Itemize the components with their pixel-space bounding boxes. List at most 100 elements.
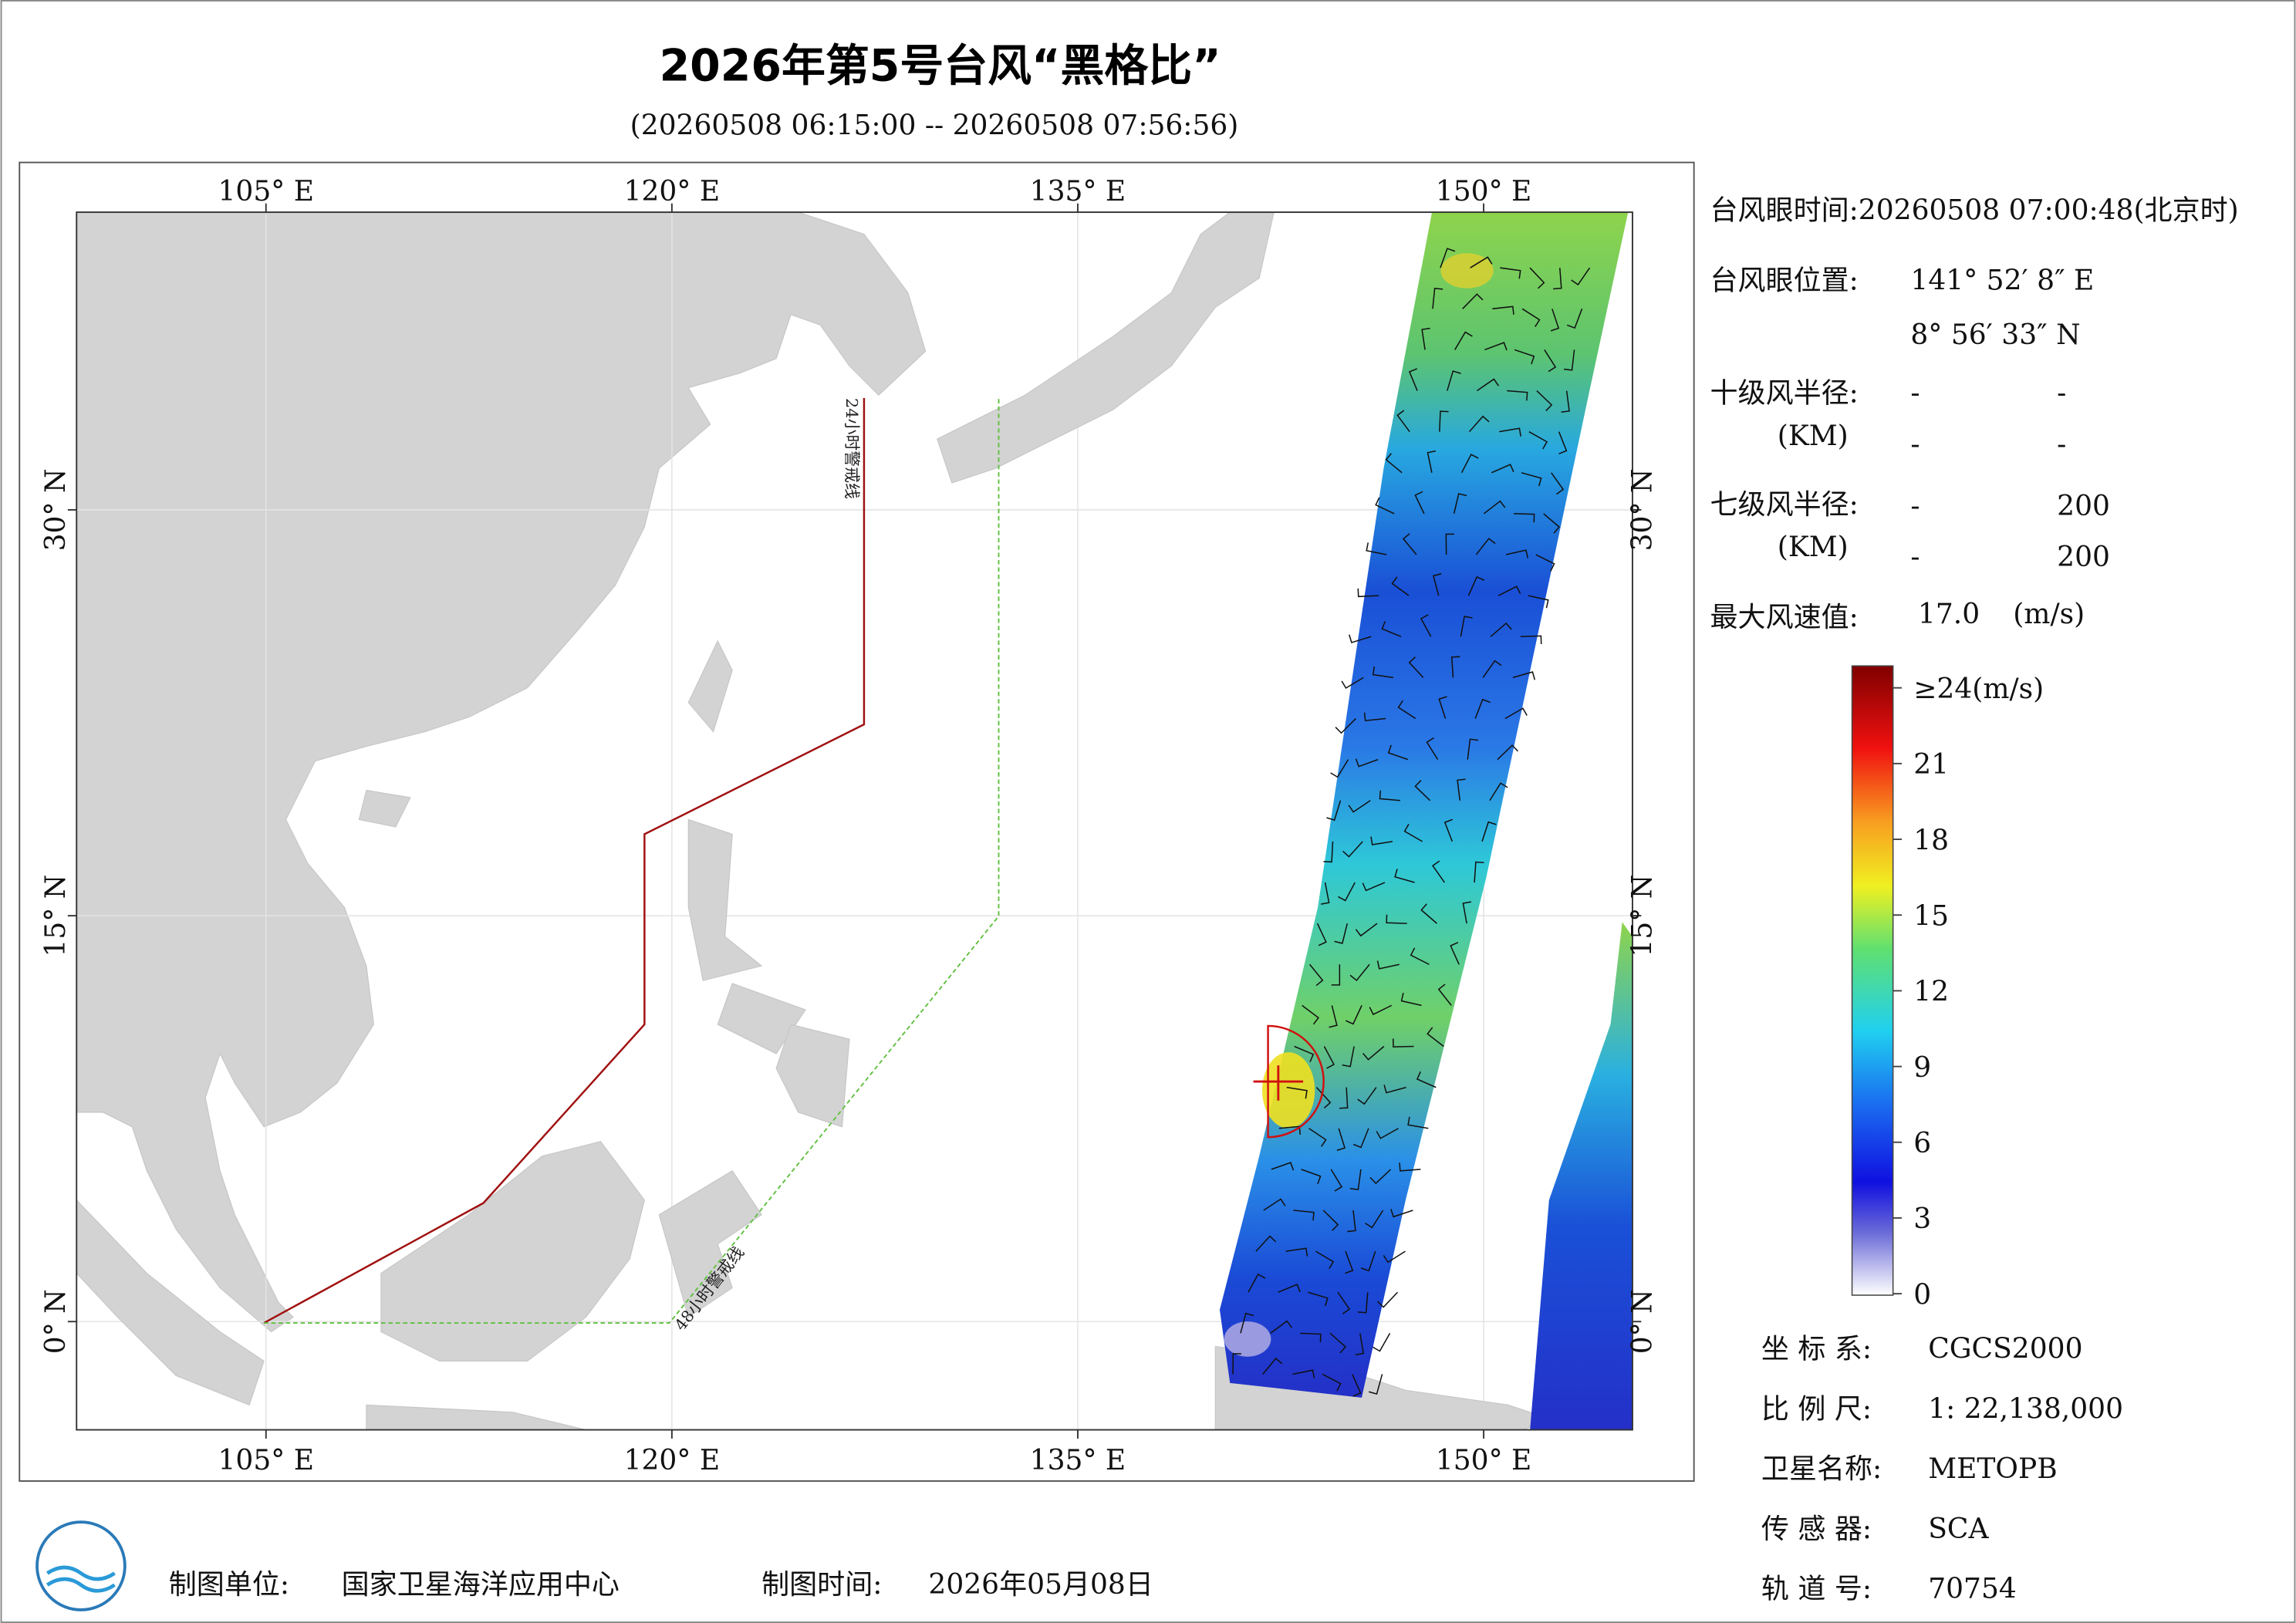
wind-swath	[1530, 922, 1633, 1430]
wind-barb	[1383, 1250, 1406, 1264]
map-frame	[19, 161, 1695, 1482]
wind-barb	[1420, 614, 1432, 637]
wind-barb	[1397, 700, 1416, 720]
wind-barb	[1566, 309, 1583, 329]
wind-barb	[1342, 1046, 1355, 1068]
wind-barb	[1315, 1087, 1332, 1109]
info-label: 最大风速值:	[1710, 602, 1859, 633]
colorbar-label: ≥24(m/s)	[1913, 673, 2044, 705]
wind-barb	[1483, 500, 1506, 515]
colorbar-label: 6	[1913, 1128, 1931, 1159]
borneo	[380, 1141, 645, 1361]
wind-barb	[1352, 1128, 1369, 1149]
wind-barb	[1372, 666, 1394, 679]
warning-label: 24小时警戒线	[842, 398, 861, 499]
wind-barb	[1366, 542, 1387, 555]
x-tick-label: 135° E	[1030, 176, 1126, 208]
wind-barb	[1520, 635, 1542, 645]
logo-waves	[46, 1565, 116, 1593]
wind-swath	[1219, 212, 1629, 1398]
info-value: -	[2057, 429, 2066, 461]
wind-barb	[1355, 758, 1379, 768]
wind-barb	[1477, 378, 1500, 392]
x-tick-label: 120° E	[624, 1445, 721, 1476]
footer-value: 2026年05月08日	[928, 1569, 1153, 1601]
meta-value: SCA	[1928, 1513, 1989, 1545]
wind-barb	[1349, 963, 1370, 981]
wind-barb	[1385, 453, 1403, 474]
wind-barb	[1376, 1291, 1399, 1308]
wind-barb	[1543, 513, 1561, 534]
wind-barb	[1262, 1357, 1283, 1375]
wind-barb	[1482, 660, 1502, 678]
y-tick-label: 0° N	[40, 1289, 72, 1354]
wind-barb	[1400, 992, 1422, 1007]
wind-barb	[1460, 454, 1479, 474]
wind-barb	[1390, 1209, 1413, 1218]
meta-label: 坐 标 系:	[1761, 1334, 1872, 1365]
wind-barb	[1450, 941, 1460, 965]
wind-barb	[1392, 1038, 1414, 1048]
eye-time: 台风眼时间:20260508 07:00:48(北京时)	[1710, 195, 2239, 227]
meta-label: 轨 道 号:	[1761, 1574, 1872, 1605]
info-value: 200	[2057, 491, 2110, 522]
wind-barb	[1387, 744, 1409, 761]
wind-barb	[1301, 1169, 1322, 1185]
wind-barb	[1326, 800, 1342, 822]
wind-barb	[1490, 622, 1512, 637]
wind-barb	[1336, 1128, 1346, 1151]
info-value: -	[1910, 378, 1920, 410]
wind-barb	[1370, 836, 1393, 845]
info-unit: (KM)	[1778, 420, 1849, 452]
wind-barb	[1339, 1087, 1349, 1109]
wind-barb	[1553, 268, 1562, 290]
wind-barb	[1408, 656, 1424, 678]
colorbar-label: 18	[1913, 825, 1949, 856]
wind-barb	[1358, 1292, 1369, 1314]
wind-barb	[1335, 717, 1356, 734]
y-tick-label: 15° N	[40, 875, 72, 957]
wind-barb	[1544, 349, 1557, 373]
meta-value: CGCS2000	[1928, 1334, 2082, 1365]
eye-lat: 8° 56′ 33″ N	[1910, 319, 2080, 351]
wind-barb	[1551, 472, 1565, 495]
wind-barb	[1347, 1210, 1356, 1233]
wind-barb	[1329, 1332, 1347, 1354]
wind-barb	[1457, 778, 1466, 801]
footer: 制图单位: 国家卫星海洋应用中心 制图时间: 2026年05月08日	[35, 1520, 1153, 1611]
wind-barb	[1394, 869, 1415, 883]
wind-barb	[1323, 1046, 1335, 1069]
wind-barb	[1500, 267, 1521, 279]
footer-label: 制图单位:	[169, 1569, 289, 1601]
info-panel: 台风眼时间:20260508 07:00:48(北京时) 台风眼位置: 141°…	[1710, 195, 2239, 633]
wind-barb	[1369, 1004, 1393, 1016]
wind-barb	[1381, 621, 1402, 637]
wind-barb	[1529, 267, 1545, 289]
wind-barb	[1410, 947, 1430, 965]
map-border	[76, 211, 1633, 1431]
y-tick-label: 30° N	[40, 469, 72, 552]
logo	[35, 1520, 127, 1611]
wind-barb	[1467, 575, 1485, 596]
wind-barb	[1445, 533, 1454, 555]
wind-barb	[1330, 1169, 1343, 1192]
map: 24小时警戒线 48小时警戒线	[76, 212, 1633, 1430]
wind-barb	[1528, 431, 1548, 450]
wind-barb	[1330, 759, 1349, 778]
wind-barb	[1474, 698, 1491, 719]
wind-barb	[1255, 1235, 1277, 1252]
wind-barb	[1338, 882, 1356, 902]
wind-barb	[1499, 427, 1521, 437]
wind-barb	[1492, 305, 1514, 315]
wind-barb	[1447, 370, 1461, 391]
wind-barb	[1489, 782, 1508, 801]
wind-barb	[1504, 707, 1528, 720]
wind-barb	[1341, 677, 1364, 690]
wind-barb	[1362, 1045, 1385, 1061]
wind-barb	[1426, 737, 1439, 761]
wind-barb	[1278, 1284, 1301, 1293]
x-tick-label: 150° E	[1436, 176, 1532, 208]
meta-label: 比 例 尺:	[1761, 1393, 1872, 1425]
meta-value: 1: 22,138,000	[1928, 1393, 2123, 1425]
